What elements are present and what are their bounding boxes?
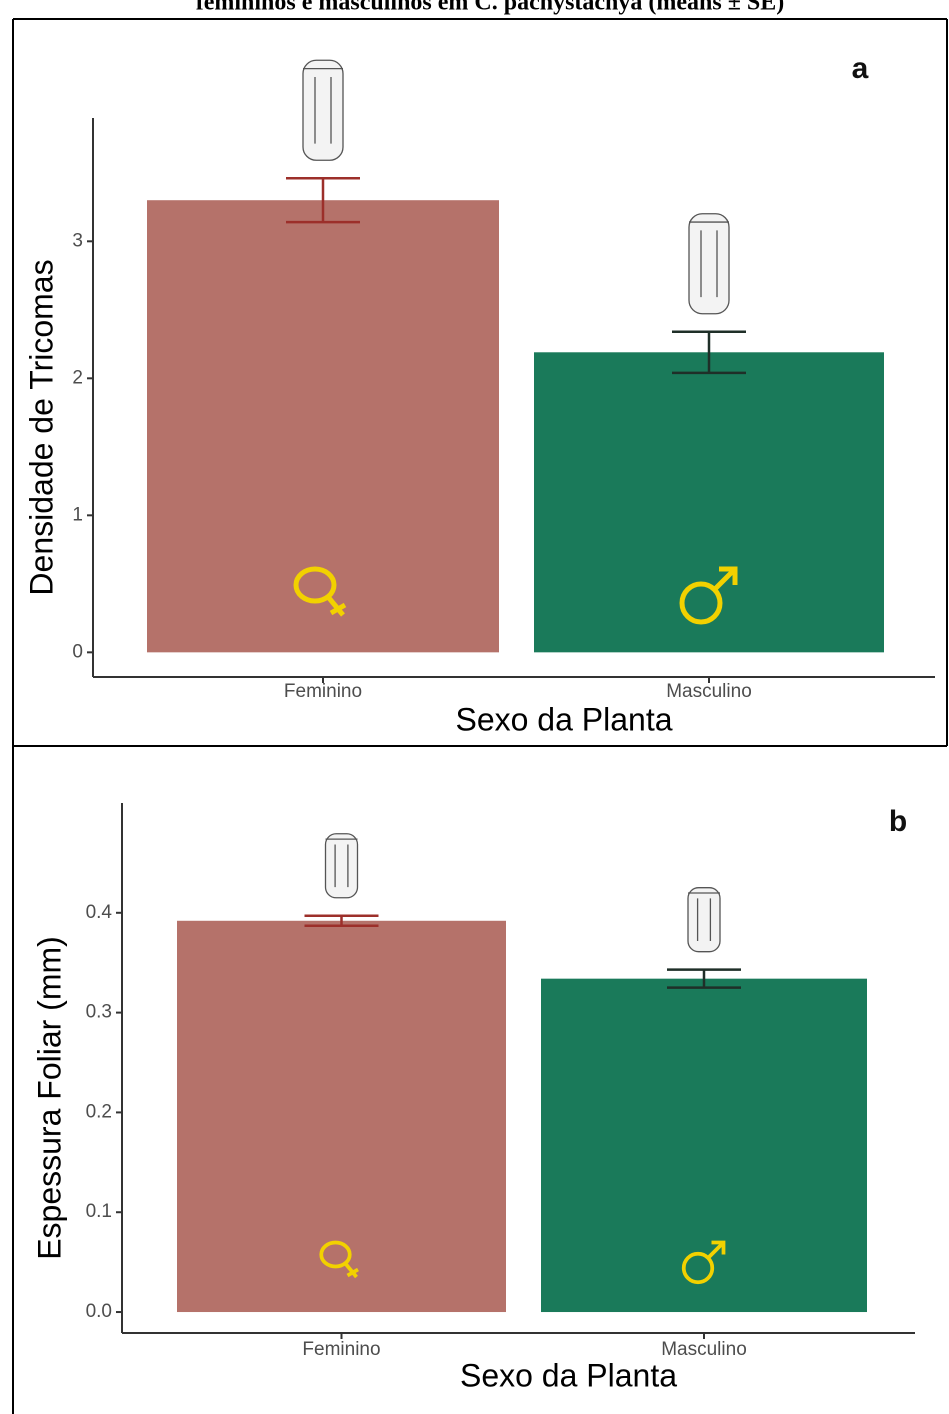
flower-body bbox=[689, 214, 729, 314]
x-axis-title: Sexo da Planta bbox=[455, 701, 672, 737]
flower-illustration bbox=[303, 60, 343, 160]
y-tick-label: 1 bbox=[72, 504, 83, 525]
flower-body bbox=[688, 888, 720, 952]
x-axis-title: Sexo da Planta bbox=[460, 1357, 677, 1393]
y-tick-label: 0.0 bbox=[86, 1301, 112, 1322]
flower-illustration bbox=[688, 888, 720, 952]
flower-body bbox=[303, 60, 343, 160]
flower-illustration bbox=[689, 214, 729, 314]
x-tick-label: Feminino bbox=[302, 1339, 380, 1360]
y-tick-label: 0.3 bbox=[86, 1002, 112, 1023]
bar bbox=[177, 921, 506, 1312]
y-tick-label: 3 bbox=[72, 230, 83, 251]
panel-label: a bbox=[852, 52, 869, 85]
y-axis-title: Densidade de Tricomas bbox=[23, 259, 59, 595]
flower-illustration bbox=[326, 834, 358, 898]
bar bbox=[147, 200, 499, 652]
figure: femininos e masculinos em C. pachystachy… bbox=[0, 0, 949, 1414]
y-tick-label: 0.1 bbox=[86, 1201, 112, 1222]
x-tick-label: Masculino bbox=[666, 681, 752, 702]
caption: femininos e masculinos em C. pachystachy… bbox=[196, 0, 785, 16]
panel-label: b bbox=[889, 805, 907, 838]
bar bbox=[541, 979, 867, 1312]
page: {"caption": "femininos e masculinos em C… bbox=[0, 0, 949, 1414]
y-tick-label: 2 bbox=[72, 367, 83, 388]
flower-body bbox=[326, 834, 358, 898]
y-tick-label: 0 bbox=[72, 641, 83, 662]
y-axis-title: Espessura Foliar (mm) bbox=[31, 936, 67, 1260]
x-tick-label: Feminino bbox=[284, 681, 362, 702]
y-tick-label: 0.4 bbox=[86, 902, 113, 923]
y-tick-label: 0.2 bbox=[86, 1101, 112, 1122]
bar bbox=[534, 352, 884, 652]
